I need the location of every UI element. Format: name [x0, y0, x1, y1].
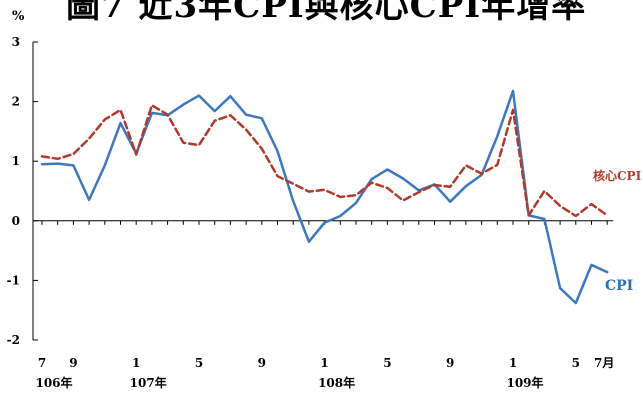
x-year-label: 106年 — [35, 375, 72, 390]
series-lines — [40, 89, 609, 305]
x-tick-label: 7月 — [594, 356, 614, 370]
x-tick-label: 9 — [446, 356, 454, 370]
axes: 3 2 1 0 -1 -2 7 9 1 5 9 1 5 9 1 5 7月 106年 107年 108年 109年 — [7, 35, 615, 390]
x-tick-label: 1 — [320, 356, 328, 370]
series-label-core-cpi: 核心CPI — [593, 168, 642, 183]
y-tick-label: -1 — [7, 273, 20, 287]
x-tick-label: 9 — [258, 356, 266, 370]
x-year-label: 108年 — [318, 375, 355, 390]
x-tick-label: 5 — [572, 356, 580, 370]
x-year-label: 107年 — [130, 375, 167, 390]
chart-title: 圖7 近3年CPI與核心CPI年增率 — [66, 0, 587, 26]
x-tick-label: 9 — [69, 356, 77, 370]
x-year-label: 109年 — [506, 375, 543, 390]
y-tick-label: 0 — [12, 214, 20, 228]
series-line-core-cpi — [40, 103, 609, 218]
x-tick-label: 5 — [195, 356, 203, 370]
y-tick-label: -2 — [7, 333, 20, 347]
x-tick-label: 1 — [132, 356, 140, 370]
y-tick-label: 2 — [12, 95, 20, 109]
y-tick-label: 1 — [12, 154, 20, 168]
x-tick-label: 5 — [383, 356, 391, 370]
series-label-cpi: CPI — [605, 278, 633, 294]
x-tick-label: 7 — [38, 356, 46, 370]
x-tick-label: 1 — [509, 356, 517, 370]
series-line-cpi — [40, 89, 609, 305]
y-unit-label: % — [12, 9, 25, 24]
y-tick-label: 3 — [12, 35, 20, 49]
